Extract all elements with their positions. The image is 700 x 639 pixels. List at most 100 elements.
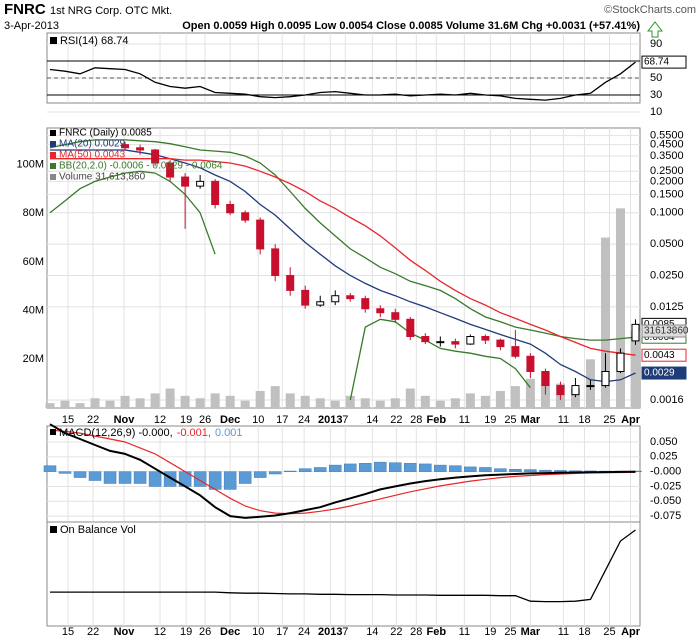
x-tick-label: 10	[252, 414, 264, 426]
legend-label: MACD(12,26,9) -0.000,	[59, 427, 173, 439]
x-tick-label: 7	[342, 414, 348, 426]
histogram-bar	[148, 471, 162, 487]
value-box	[641, 55, 687, 69]
candle-body	[136, 147, 145, 151]
legend-label: FNRC (Daily) 0.0085	[59, 128, 152, 139]
y-tick-label: -0.000	[650, 466, 681, 478]
x-tick-label: 19	[180, 626, 192, 638]
histogram-bar	[344, 463, 357, 472]
value-label: 31613860	[644, 326, 689, 337]
histogram-bar	[404, 463, 417, 472]
y-tick-label: 0.025	[650, 451, 678, 463]
legend-icon	[50, 141, 56, 147]
candle-body	[586, 385, 595, 388]
legend-icon	[50, 37, 57, 44]
x-tick-label: 22	[87, 626, 99, 638]
volume-bar	[570, 388, 580, 408]
candle-body	[406, 318, 415, 338]
volume-bar	[255, 390, 265, 408]
volume-bar	[375, 400, 385, 408]
y-tick-label: -0.025	[650, 480, 681, 492]
x-tick-label: 25	[504, 626, 516, 638]
y-tick-label: 10	[650, 106, 662, 118]
x-tick-label: 28	[410, 414, 422, 426]
x-tick-label: 11	[459, 414, 470, 426]
legend: MACD(12,26,9) -0.000, -0.001, 0.001	[59, 427, 243, 439]
histogram-bar	[58, 471, 72, 474]
candle-body	[241, 212, 250, 221]
x-tick-label: 25	[603, 626, 615, 638]
x-tick-label: 22	[390, 626, 402, 638]
legend-icon	[50, 152, 56, 158]
y-tick-label: 0.0250	[650, 269, 684, 281]
volume-bar	[270, 386, 280, 408]
y-tick-label: 0.4500	[650, 139, 684, 151]
credit: ©StockCharts.com	[604, 4, 696, 16]
histogram-bar	[479, 467, 492, 472]
candle-body	[436, 341, 445, 344]
candle-body	[211, 180, 220, 205]
x-tick-label: 11	[459, 626, 470, 638]
x-tick-label: Apr	[621, 626, 641, 638]
legend-label: BB(20,2.0) -0.0006 - 0.0029 - 0.0064	[59, 161, 223, 172]
y-tick-label: 0.2500	[650, 165, 684, 177]
histogram-bar	[268, 471, 282, 475]
candle-body	[346, 295, 355, 300]
volume-bar	[285, 393, 295, 408]
x-tick-label: Mar	[521, 626, 541, 638]
volume-bar	[60, 400, 70, 408]
y2-tick-label: 80M	[23, 207, 44, 219]
panel	[46, 521, 641, 627]
stats: Open 0.0059 High 0.0095 Low 0.0054 Close…	[182, 20, 640, 32]
bollinger-upper	[49, 139, 636, 341]
volume-bar	[75, 403, 85, 408]
volume-bar	[510, 386, 520, 408]
candle-body	[526, 355, 535, 373]
x-tick-label: Nov	[114, 626, 136, 638]
x-tick-label: 19	[180, 414, 192, 426]
legend-label: Volume 31,613,860	[59, 172, 146, 183]
candle-body	[226, 203, 235, 214]
y-tick-label: 0.0125	[650, 301, 684, 313]
y-tick-label: 0.3500	[650, 150, 684, 162]
x-tick-label: 7	[342, 626, 348, 638]
histogram-bar	[118, 471, 132, 484]
candle-body	[616, 352, 625, 373]
candle-body	[331, 295, 340, 303]
y2-tick-label: 60M	[23, 256, 44, 268]
histogram-bar	[554, 470, 567, 472]
volume-bar	[345, 395, 355, 408]
up-arrow	[646, 21, 664, 38]
histogram-bar	[449, 465, 462, 472]
candle-body	[451, 341, 460, 345]
histogram-bar	[133, 471, 147, 484]
volume-bar	[450, 398, 460, 408]
candle-body	[196, 180, 205, 187]
volume-bar	[120, 395, 130, 408]
histogram-bar	[328, 464, 342, 472]
date: 3-Apr-2013	[4, 20, 59, 32]
x-tick-label: 25	[504, 414, 516, 426]
moving-average	[50, 158, 636, 356]
x-tick-label: 15	[62, 626, 74, 638]
value-box	[641, 366, 687, 380]
legend-icon	[50, 429, 56, 435]
volume-bar	[240, 400, 250, 408]
company-name: 1st NRG Corp. OTC Mkt.	[50, 5, 172, 17]
volume-bar	[150, 393, 160, 408]
candle-body	[271, 248, 280, 277]
x-tick-label: 24	[298, 414, 310, 426]
volume-bar	[435, 400, 445, 408]
legend-icon	[50, 130, 56, 136]
x-tick-label: Apr	[621, 414, 641, 426]
candle-body	[361, 298, 370, 310]
volume-bar	[630, 331, 640, 408]
histogram-bar	[434, 464, 447, 472]
x-tick-label: 17	[276, 414, 288, 426]
y-tick-label: -0.075	[650, 510, 681, 522]
signal-line	[49, 429, 636, 515]
histogram-bar	[193, 471, 207, 487]
volume-bar	[330, 400, 340, 408]
x-tick-label: 2013	[318, 626, 342, 638]
y-tick-label: 0.5500	[650, 129, 684, 141]
